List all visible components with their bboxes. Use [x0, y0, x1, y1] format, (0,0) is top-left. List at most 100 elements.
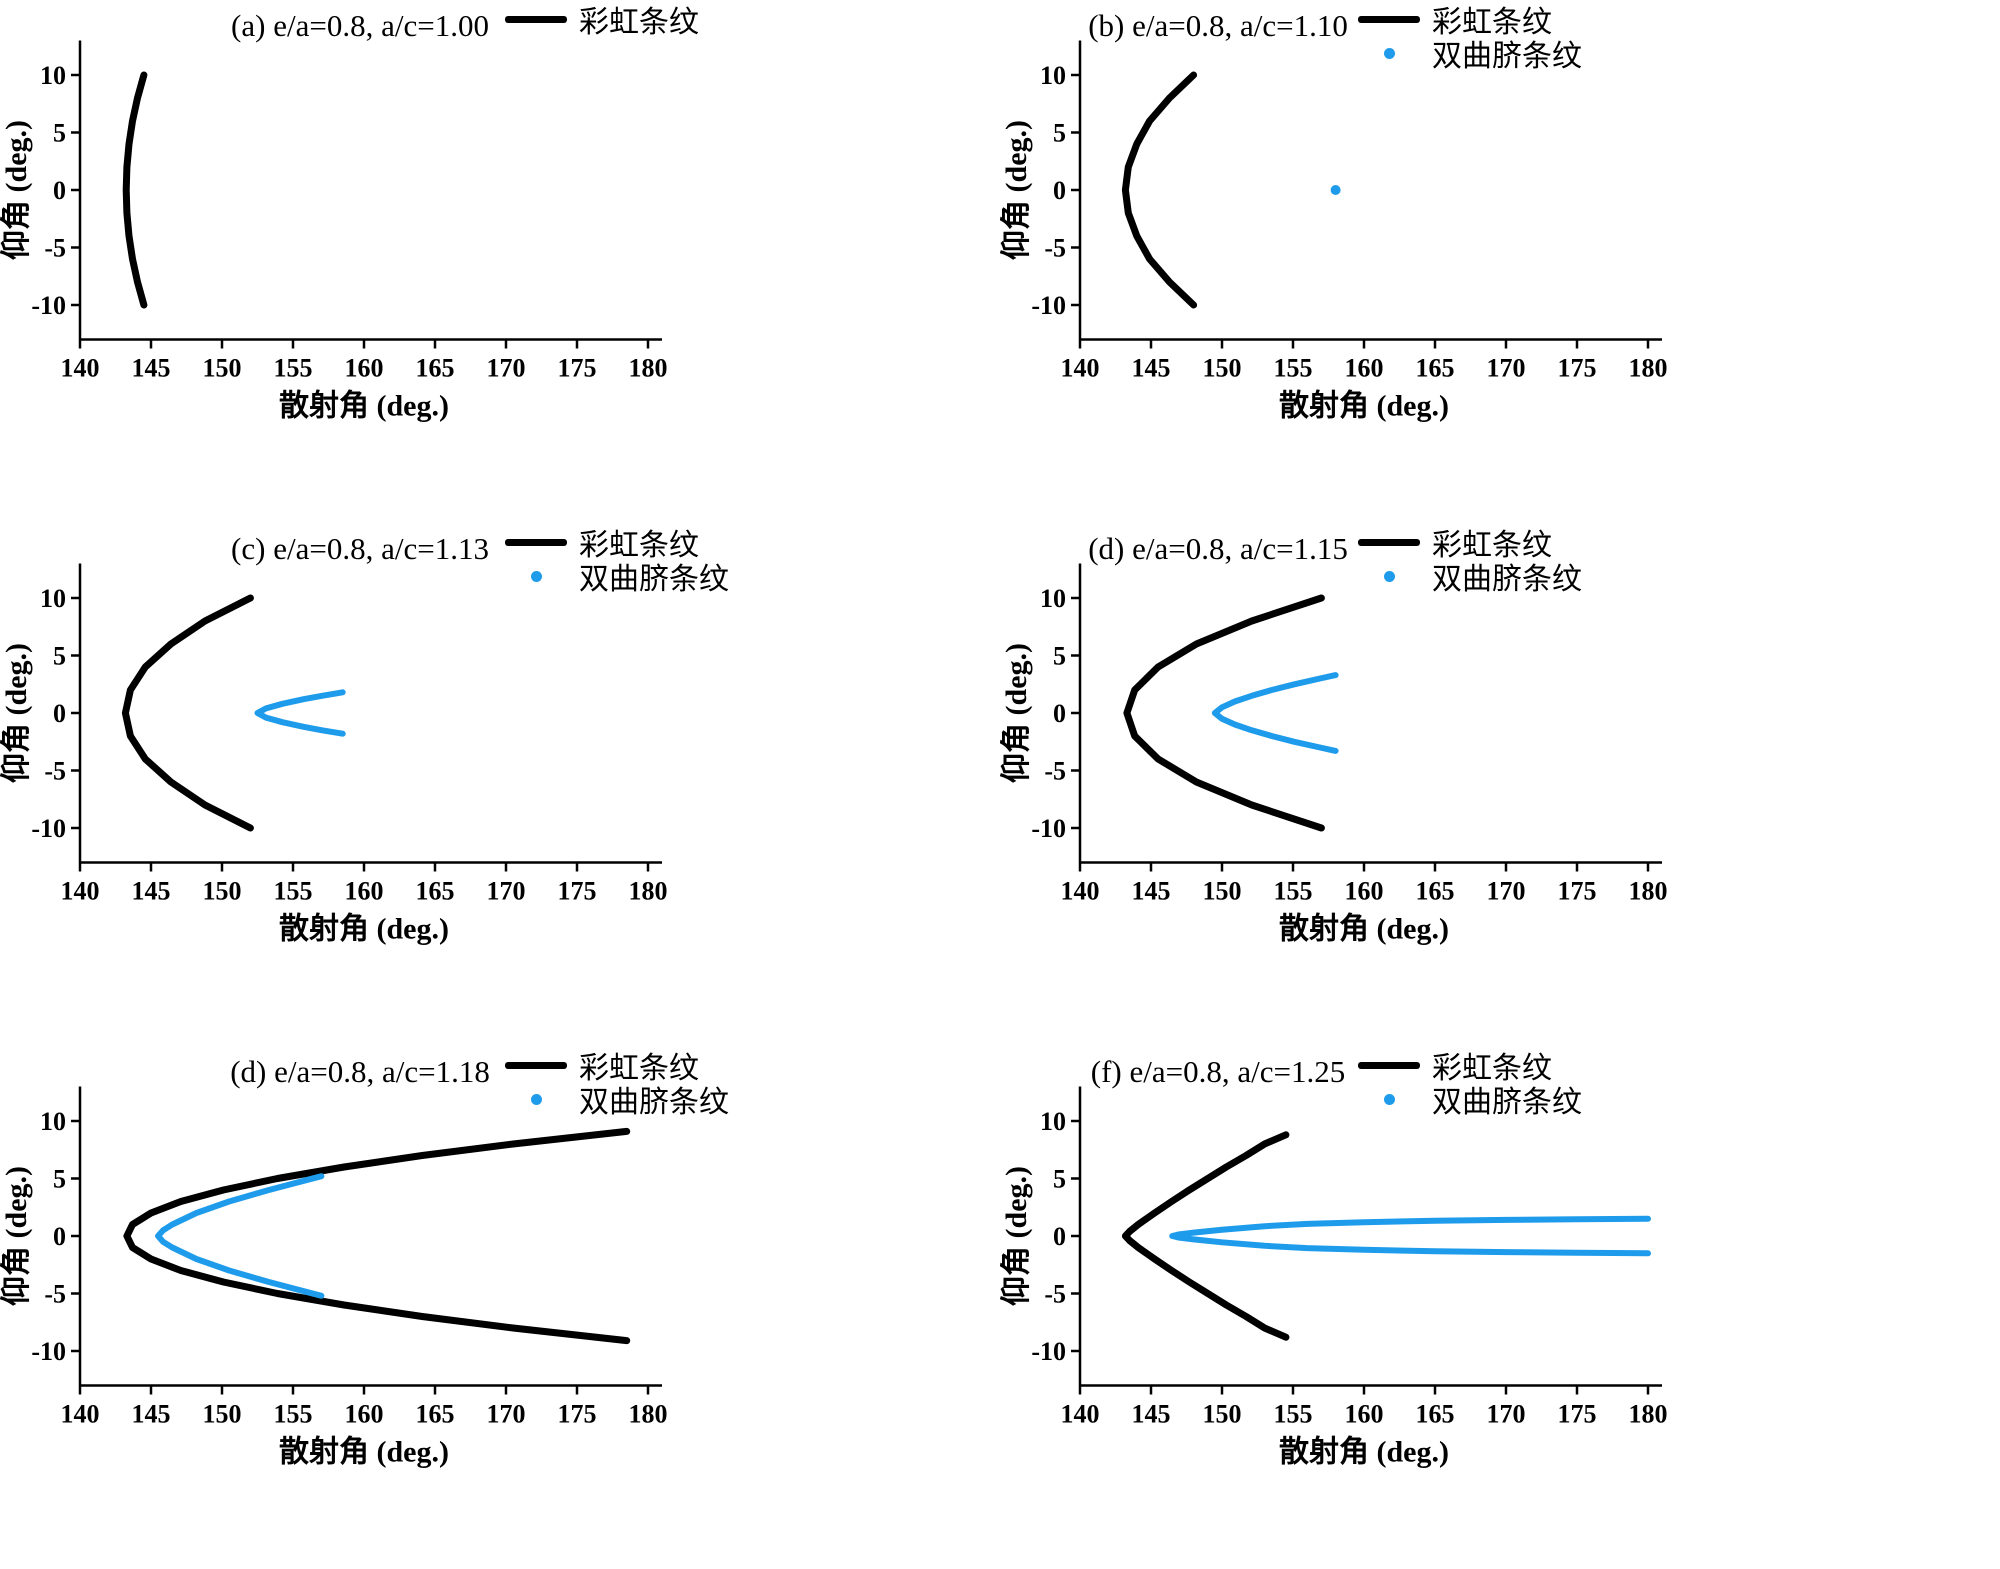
legend-entry: 彩虹条纹 — [505, 1048, 729, 1085]
x-tick-label: 165 — [1416, 877, 1455, 906]
legend-dot-swatch — [1383, 47, 1395, 59]
legend: 彩虹条纹 双曲脐条纹 — [505, 1048, 729, 1119]
legend-label: 彩虹条纹 — [579, 6, 699, 39]
rainbow-fringe-series — [122, 71, 148, 309]
x-tick-label: 175 — [1558, 877, 1597, 906]
legend: 彩虹条纹 双曲脐条纹 — [1358, 2, 1582, 73]
legend-label: 双曲脐条纹 — [1432, 1086, 1582, 1119]
panel-title: (b) e/a=0.8, a/c=1.10 — [1088, 8, 1348, 43]
x-tick-label: 150 — [1203, 354, 1242, 383]
x-tick-label: 170 — [1487, 877, 1526, 906]
hyperbolic-umbilic-series — [254, 689, 346, 737]
legend-label: 彩虹条纹 — [1432, 1052, 1552, 1085]
rainbow-line-marker — [1358, 13, 1420, 25]
legend: 彩虹条纹 双曲脐条纹 — [505, 525, 729, 596]
legend-entry: 双曲脐条纹 — [1358, 559, 1582, 596]
x-tick-label: 165 — [416, 1400, 455, 1429]
legend-line-swatch — [505, 1061, 567, 1069]
x-tick-label: 175 — [1558, 354, 1597, 383]
y-tick-label: -10 — [31, 291, 66, 320]
x-tick-label: 170 — [487, 877, 526, 906]
legend-entry: 彩虹条纹 — [1358, 1048, 1582, 1085]
legend-entry: 彩虹条纹 — [505, 525, 729, 562]
rainbow-line-marker — [1358, 1059, 1420, 1071]
x-tick-label: 160 — [345, 877, 384, 906]
y-tick-label: -10 — [31, 1337, 66, 1366]
legend-dot-swatch — [1383, 570, 1395, 582]
y-tick-label: 0 — [53, 1222, 66, 1251]
legend-label: 双曲脐条纹 — [1432, 563, 1582, 596]
hyperbolic-umbilic-series-point — [1330, 185, 1341, 195]
legend: 彩虹条纹 双曲脐条纹 — [1358, 525, 1582, 596]
x-tick-label: 155 — [274, 1400, 313, 1429]
legend-entry: 彩虹条纹 — [1358, 2, 1582, 39]
hyperbolic-dot-marker — [1358, 570, 1420, 582]
x-tick-label: 145 — [1132, 877, 1171, 906]
y-tick-label: 0 — [53, 176, 66, 205]
panel-title: (d) e/a=0.8, a/c=1.18 — [230, 1054, 490, 1089]
hyperbolic-umbilic-series — [155, 1173, 325, 1299]
x-tick-label: 180 — [629, 877, 668, 906]
y-tick-label: 5 — [53, 1165, 66, 1194]
y-tick-label: -10 — [1031, 1337, 1066, 1366]
legend-label: 彩虹条纹 — [579, 1052, 699, 1085]
hyperbolic-dot-marker — [505, 570, 567, 582]
legend-entry: 彩虹条纹 — [1358, 525, 1582, 562]
x-tick-label: 160 — [1345, 877, 1384, 906]
y-tick-label: 0 — [53, 699, 66, 728]
x-tick-label: 140 — [61, 877, 100, 906]
plot-area-c: 140 145 150 155 160 165 170 175 180 -10 -5 0 5 10 散射角 … — [0, 563, 668, 946]
y-tick-label: -5 — [44, 1280, 66, 1309]
rainbow-line-marker — [505, 13, 567, 25]
rainbow-fringe-series — [1123, 594, 1325, 832]
x-tick-label: 165 — [416, 877, 455, 906]
legend-line-swatch — [505, 15, 567, 23]
chart-panel-b: 140 145 150 155 160 165 170 175 180 -10 -5 0 5 10 散射角 … — [1000, 0, 2000, 523]
x-axis-label: 散射角 (deg.) — [279, 913, 449, 946]
x-tick-label: 150 — [203, 354, 242, 383]
x-tick-label: 180 — [629, 1400, 668, 1429]
chart-panel-e: 140 145 150 155 160 165 170 175 180 -10 -5 0 5 10 散射角 … — [0, 1046, 1000, 1568]
y-tick-label: 5 — [53, 119, 66, 148]
x-tick-label: 150 — [1203, 877, 1242, 906]
legend-entry: 双曲脐条纹 — [1358, 1082, 1582, 1119]
y-tick-label: -5 — [1044, 757, 1066, 786]
legend-label: 双曲脐条纹 — [1432, 40, 1582, 73]
x-axis-label: 散射角 (deg.) — [1279, 913, 1449, 946]
x-tick-label: 140 — [1061, 1400, 1100, 1429]
y-axis-label: 仰角 (deg.) — [0, 643, 33, 783]
hyperbolic-umbilic-series — [1169, 1215, 1651, 1257]
y-tick-label: -5 — [44, 234, 66, 263]
y-axis-label: 仰角 (deg.) — [1000, 120, 1033, 260]
plot-area-d: 140 145 150 155 160 165 170 175 180 -10 -5 0 5 10 散射角 … — [1000, 563, 1668, 946]
x-tick-label: 145 — [1132, 354, 1171, 383]
x-tick-label: 155 — [1274, 354, 1313, 383]
legend-label: 双曲脐条纹 — [579, 1086, 729, 1119]
plot-area-f: 140 145 150 155 160 165 170 175 180 -10 -5 0 5 10 散射角 … — [1000, 1086, 1668, 1469]
x-tick-label: 150 — [1203, 1400, 1242, 1429]
x-tick-label: 160 — [345, 354, 384, 383]
y-tick-label: 10 — [40, 584, 66, 613]
panel-title: (d) e/a=0.8, a/c=1.15 — [1088, 531, 1348, 566]
x-tick-label: 145 — [132, 877, 171, 906]
y-tick-label: 10 — [1040, 584, 1066, 613]
rainbow-fringe-series — [1121, 1131, 1290, 1341]
chart-panel-a: 140 145 150 155 160 165 170 175 180 -10 -5 0 5 10 散射角 … — [0, 0, 1000, 523]
legend-label: 彩虹条纹 — [579, 529, 699, 562]
y-tick-label: 5 — [1053, 119, 1066, 148]
y-tick-label: 10 — [1040, 1107, 1066, 1136]
hyperbolic-umbilic-series — [1211, 672, 1339, 754]
hyperbolic-dot-marker — [1358, 47, 1420, 59]
y-tick-label: 10 — [40, 1107, 66, 1136]
x-tick-label: 155 — [1274, 877, 1313, 906]
x-tick-label: 175 — [558, 877, 597, 906]
x-tick-label: 140 — [61, 1400, 100, 1429]
legend-line-swatch — [1358, 1061, 1420, 1069]
x-tick-label: 145 — [132, 354, 171, 383]
x-tick-label: 160 — [345, 1400, 384, 1429]
plot-area-a: 140 145 150 155 160 165 170 175 180 -10 -5 0 5 10 散射角 … — [0, 40, 668, 423]
x-tick-label: 160 — [1345, 354, 1384, 383]
legend-entry: 双曲脐条纹 — [505, 559, 729, 596]
legend: 彩虹条纹 双曲脐条纹 — [1358, 1048, 1582, 1119]
